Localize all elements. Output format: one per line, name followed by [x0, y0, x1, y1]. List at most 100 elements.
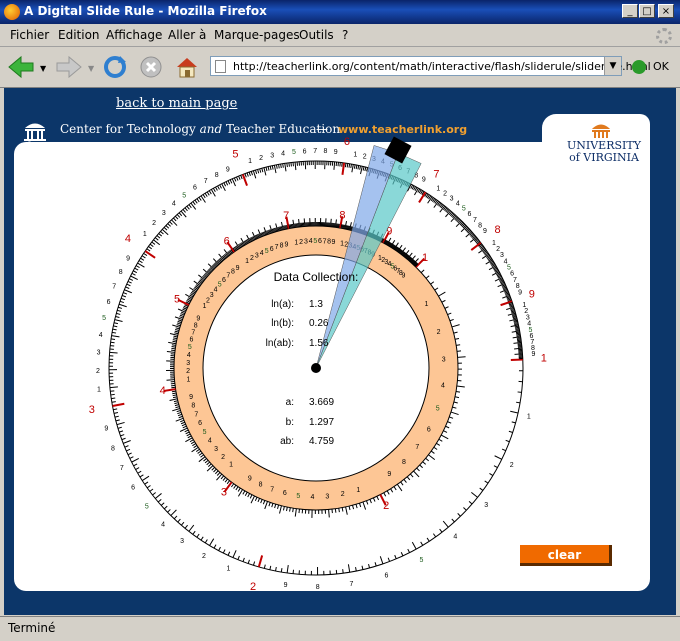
outer-minor-label: 9 [518, 289, 522, 296]
reload-icon [102, 54, 128, 80]
outer-minor-label: 3 [180, 538, 184, 545]
window-title: A Digital Slide Rule - Mozilla Firefox [24, 4, 267, 18]
menu-aller[interactable]: Aller à [168, 28, 206, 42]
inner-tick [337, 224, 338, 228]
outer-tick [517, 341, 521, 342]
menu-outils[interactable]: Outils [299, 28, 334, 42]
data-collection-title: Data Collection: [274, 270, 359, 284]
reload-button[interactable] [100, 53, 130, 81]
go-label[interactable]: OK [653, 60, 669, 73]
inner-minor-label: 4 [311, 494, 315, 501]
ab-label: ab: [280, 436, 294, 447]
menu-fichier[interactable]: Fichier [10, 28, 49, 42]
inner-minor-label: 9 [402, 273, 406, 280]
menu-affichage[interactable]: Affichage [106, 28, 162, 42]
outer-major-label: 4 [125, 233, 131, 245]
inner-minor-label: 6 [427, 426, 431, 433]
inner-minor-label: 8 [327, 239, 331, 246]
inner-minor-label: 1 [356, 487, 360, 494]
home-button[interactable] [172, 53, 202, 81]
inner-minor-label: 1 [245, 258, 249, 265]
inner-minor-label: 1 [294, 240, 298, 247]
inner-minor-label: 9 [248, 476, 252, 483]
ln-a-value: 1.3 [309, 299, 323, 310]
forward-button[interactable] [54, 53, 84, 81]
stop-button[interactable] [136, 53, 166, 81]
inner-minor-label: 4 [441, 382, 445, 389]
outer-minor-label: 4 [281, 150, 285, 157]
outer-minor-label: 9 [226, 167, 230, 174]
inner-major-label: 1 [422, 252, 428, 264]
outer-tick [283, 164, 284, 168]
inner-major-label: 8 [339, 209, 345, 221]
inner-minor-label: 4 [187, 352, 191, 359]
outer-minor-label: 4 [453, 534, 457, 541]
outer-major-label: 5 [232, 149, 238, 161]
inner-minor-label: 5 [188, 344, 192, 351]
outer-tick [517, 339, 521, 340]
inner-major-label: 7 [283, 210, 289, 222]
inner-tick [290, 508, 291, 512]
clear-button[interactable]: clear [520, 545, 612, 566]
inner-minor-label: 1 [229, 462, 233, 469]
outer-minor-label: 6 [384, 572, 388, 579]
inner-minor-label: 9 [285, 241, 289, 248]
outer-minor-label: 6 [193, 185, 197, 192]
outer-minor-label: 5 [102, 315, 106, 322]
back-button[interactable] [6, 53, 36, 81]
maximize-button[interactable]: □ [639, 4, 655, 18]
inner-tick [172, 391, 176, 392]
menu-help[interactable]: ? [342, 28, 348, 42]
forward-dropdown-icon[interactable]: ▼ [88, 64, 94, 73]
inner-minor-label: 6 [318, 238, 322, 245]
outer-tick [287, 163, 288, 167]
outer-minor-label: 2 [152, 220, 156, 227]
outer-minor-label: 5 [292, 149, 296, 156]
minimize-button[interactable]: _ [622, 4, 638, 18]
outer-major-label: 9 [529, 288, 535, 300]
inner-tick [171, 387, 175, 388]
back-dropdown-icon[interactable]: ▼ [40, 64, 46, 73]
outer-minor-label: 9 [126, 256, 130, 263]
inner-minor-label: 2 [221, 454, 225, 461]
inner-tick [291, 224, 292, 228]
outer-tick [111, 339, 115, 340]
title-bar: A Digital Slide Rule - Mozilla Firefox _… [0, 0, 680, 24]
menu-marque-pages[interactable]: Marque-pages [214, 28, 300, 42]
close-button[interactable]: × [658, 4, 674, 18]
inner-tick [456, 391, 460, 392]
inner-major-label: 3 [221, 487, 227, 499]
outer-tick [516, 402, 520, 403]
outer-minor-label: 9 [422, 177, 426, 184]
outer-tick [516, 332, 520, 333]
outer-major-label: 8 [494, 224, 500, 236]
slide-rule-svg: 1111223344556677889922112233445566778899… [4, 88, 676, 615]
outer-minor-label: 7 [120, 465, 124, 472]
outer-minor-label: 7 [313, 148, 317, 155]
url-text[interactable]: http://teacherlink.org/content/math/inte… [233, 60, 651, 73]
go-icon[interactable] [632, 60, 646, 74]
outer-minor-label: 1 [143, 231, 147, 238]
outer-minor-label: 6 [303, 148, 307, 155]
outer-minor-label: 1 [248, 158, 252, 165]
status-text: Terminé [8, 621, 55, 635]
outer-minor-label: 4 [172, 201, 176, 208]
center-pivot [311, 363, 321, 373]
inner-minor-label: 7 [415, 444, 419, 451]
inner-minor-label: 8 [280, 243, 284, 250]
inner-tick [456, 345, 460, 346]
outer-minor-label: 3 [162, 210, 166, 217]
ln-b-label: ln(b): [271, 318, 294, 329]
outer-minor-label: 8 [478, 222, 482, 229]
inner-tick [329, 509, 330, 517]
outer-tick [112, 402, 116, 403]
inner-minor-label: 1 [186, 377, 190, 384]
inner-tick [295, 224, 296, 228]
menu-edition[interactable]: Edition [58, 28, 100, 42]
inner-tick [167, 380, 175, 381]
url-dropdown-icon[interactable]: ▼ [604, 57, 621, 75]
url-bar[interactable]: http://teacherlink.org/content/math/inte… [210, 56, 622, 76]
inner-tick [338, 224, 339, 228]
outer-tick [110, 352, 118, 353]
inner-minor-label: 3 [325, 493, 329, 500]
